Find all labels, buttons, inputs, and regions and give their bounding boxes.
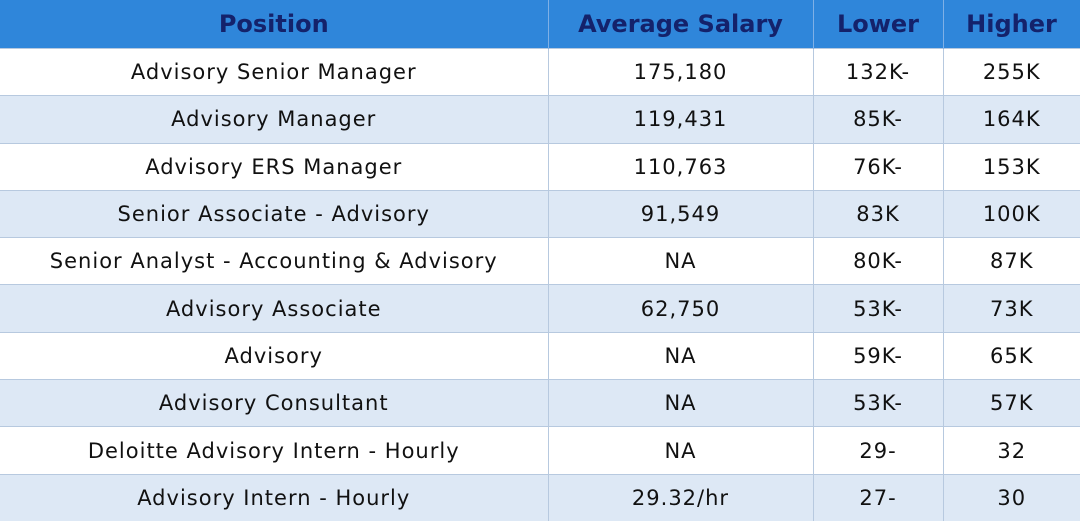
table-cell: Advisory Manager bbox=[0, 95, 549, 144]
table-cell: Advisory Intern - Hourly bbox=[0, 473, 549, 521]
header-cell: Position bbox=[0, 0, 549, 49]
table-cell: 91,549 bbox=[547, 189, 814, 239]
table-cell: 87K bbox=[942, 237, 1080, 286]
table-cell: 29.32/hr bbox=[547, 473, 814, 521]
table-cell: 65K bbox=[942, 331, 1080, 381]
table-cell: 164K bbox=[942, 95, 1080, 144]
header-cell: Lower bbox=[813, 0, 944, 49]
table-cell: 30 bbox=[942, 473, 1080, 521]
table-row: Advisory Consultant NA 53K- 57K bbox=[0, 379, 1080, 428]
table-cell: NA bbox=[547, 379, 814, 428]
table-cell: 59K- bbox=[812, 331, 944, 381]
header-cell: Higher bbox=[943, 0, 1080, 49]
header-cell: Average Salary bbox=[548, 0, 814, 49]
table-cell: 73K bbox=[942, 284, 1080, 333]
table-cell: 255K bbox=[942, 47, 1080, 97]
table-row: Advisory Manager 119,431 85K- 164K bbox=[0, 95, 1080, 144]
table-cell: Senior Analyst - Accounting & Advisory bbox=[0, 237, 549, 286]
table-cell: 80K- bbox=[812, 237, 944, 286]
table-cell: 53K- bbox=[812, 379, 944, 428]
table-cell: Advisory Consultant bbox=[0, 379, 549, 428]
table-cell: 76K- bbox=[812, 142, 944, 191]
table-row: Advisory Senior Manager 175,180 132K- 255K bbox=[0, 47, 1080, 97]
table-cell: 83K bbox=[812, 189, 944, 239]
table-cell: 175,180 bbox=[547, 47, 814, 97]
table-row: Senior Associate - Advisory 91,549 83K 100K bbox=[0, 189, 1080, 239]
table-cell: 85K- bbox=[812, 95, 944, 144]
table-cell: 32 bbox=[942, 426, 1080, 475]
table-cell: 29- bbox=[812, 426, 944, 475]
table-cell: 119,431 bbox=[547, 95, 814, 144]
table-cell: 53K- bbox=[812, 284, 944, 333]
table-row: Advisory Intern - Hourly 29.32/hr 27- 30 bbox=[0, 473, 1080, 521]
table-cell: NA bbox=[547, 331, 814, 381]
table-cell: Advisory Senior Manager bbox=[0, 47, 549, 97]
table-row: Advisory Associate 62,750 53K- 73K bbox=[0, 284, 1080, 333]
table-row: Senior Analyst - Accounting & Advisory NA… bbox=[0, 237, 1080, 286]
table-row: Advisory ERS Manager 110,763 76K- 153K bbox=[0, 142, 1080, 191]
table-cell: Advisory ERS Manager bbox=[0, 142, 549, 191]
table-cell: NA bbox=[547, 237, 814, 286]
table-row: Advisory NA 59K- 65K bbox=[0, 331, 1080, 381]
table-cell: 62,750 bbox=[547, 284, 814, 333]
table-cell: 100K bbox=[942, 189, 1080, 239]
table-cell: 110,763 bbox=[547, 142, 814, 191]
table-cell: 57K bbox=[942, 379, 1080, 428]
table-cell: 153K bbox=[942, 142, 1080, 191]
table-cell: 132K- bbox=[812, 47, 944, 97]
table-row: Deloitte Advisory Intern - Hourly NA 29- 32 bbox=[0, 426, 1080, 475]
table-cell: Senior Associate - Advisory bbox=[0, 189, 549, 239]
table-cell: Advisory bbox=[0, 331, 549, 381]
table-body: Advisory Senior Manager 175,180 132K- 255K A… bbox=[0, 47, 1080, 521]
table-cell: 27- bbox=[812, 473, 944, 521]
table-cell: Deloitte Advisory Intern - Hourly bbox=[0, 426, 549, 475]
header-row: Position Average Salary Lower Higher bbox=[0, 0, 1080, 49]
table-cell: NA bbox=[547, 426, 814, 475]
table-cell: Advisory Associate bbox=[0, 284, 549, 333]
